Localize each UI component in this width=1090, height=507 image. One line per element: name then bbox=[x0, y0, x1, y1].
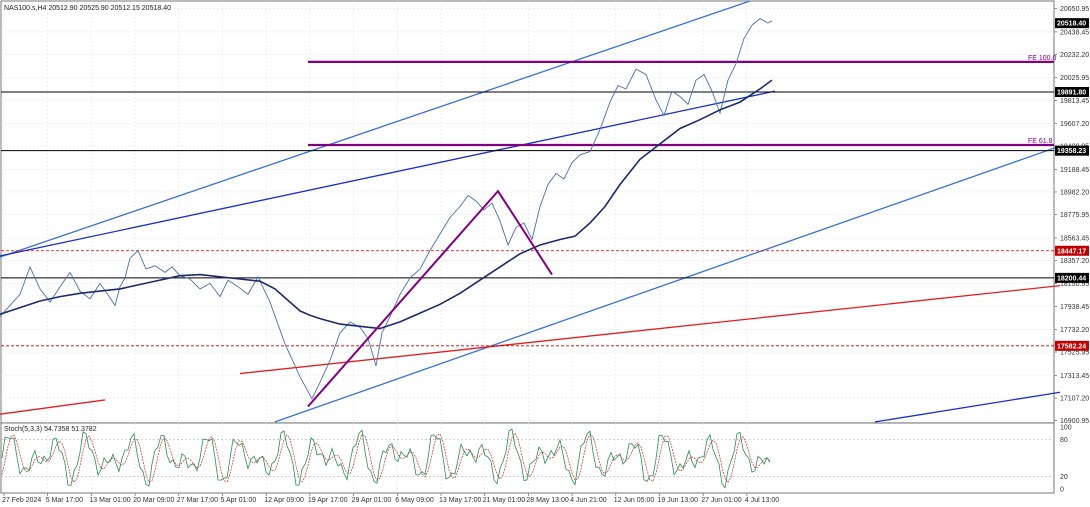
trend-line bbox=[0, 0, 751, 258]
stochastic-signal-line bbox=[1, 432, 771, 484]
oscillator-panel bbox=[0, 422, 1055, 494]
price-tick-label: 18357.20 bbox=[1060, 258, 1089, 265]
time-tick-label: 6 May 09:00 bbox=[395, 497, 434, 504]
price-tick-label: 17525.95 bbox=[1060, 350, 1089, 357]
price-tick-label: 20232.20 bbox=[1060, 52, 1089, 59]
price-axis: 20650.95 20438.45 20232.20 20025.95 19813.45… bbox=[1054, 6, 1089, 425]
oscillator-grid bbox=[1, 439, 1054, 477]
time-tick-label: 21 May 01:00 bbox=[483, 497, 526, 504]
stochastic-main-line bbox=[1, 428, 771, 489]
price-tick-label: 18563.45 bbox=[1060, 235, 1089, 242]
level-box bbox=[1055, 272, 1089, 283]
price-tick-label: 17938.45 bbox=[1060, 304, 1089, 311]
price-tick-label: 19607.20 bbox=[1060, 121, 1089, 128]
fib-level-label: FE 61.8 bbox=[1028, 138, 1053, 145]
time-tick-label: 5 Apr 01:00 bbox=[221, 497, 257, 504]
time-tick-label: 12 Jun 05:00 bbox=[614, 497, 655, 504]
time-tick-label: 28 May 13:00 bbox=[526, 497, 569, 504]
moving-average-line bbox=[0, 79, 773, 330]
trend-line bbox=[274, 145, 1061, 423]
time-tick-label: 5 Mar 17:00 bbox=[46, 497, 83, 504]
time-tick-label: 4 Jul 13:00 bbox=[745, 497, 779, 504]
oscillator-tick-label: 100 bbox=[1060, 425, 1072, 432]
price-tick-label: 17313.45 bbox=[1060, 373, 1089, 380]
alert-level-box bbox=[1055, 245, 1089, 256]
fib-level-label: FE 100.0 bbox=[1028, 55, 1057, 62]
oscillator-tick-label: 0 bbox=[1060, 487, 1064, 494]
level-box bbox=[1055, 145, 1089, 156]
price-tick-label: 20438.45 bbox=[1060, 29, 1089, 36]
trend-line bbox=[0, 399, 106, 415]
time-tick-label: 27 Jun 01:00 bbox=[701, 497, 742, 504]
chart-title: NAS100.s,H4 20512.90 20525.90 20512.15 2… bbox=[4, 5, 171, 12]
time-tick-label: 27 Feb 2024 bbox=[2, 497, 41, 504]
price-tick-label: 19813.45 bbox=[1060, 98, 1089, 105]
price-tick-label: 18982.20 bbox=[1060, 189, 1089, 196]
alert-level-label: 18447.17 bbox=[1057, 248, 1086, 255]
alert-level-label: 17582.24 bbox=[1057, 343, 1086, 350]
time-tick-label: 29 Apr 01:00 bbox=[352, 497, 392, 504]
price-tick-label: 16900.95 bbox=[1060, 418, 1089, 425]
oscillator-axis: 100 80 20 0 bbox=[1060, 425, 1072, 494]
price-labels: 19891.80 19358.23 18200.44 18447.17 17582.24… bbox=[1055, 18, 1089, 351]
price-line bbox=[0, 18, 773, 400]
price-tick-label: 18775.95 bbox=[1060, 212, 1089, 219]
fibonacci-levels: FE 100.0 FE 61.8 bbox=[308, 55, 1057, 147]
trend-line bbox=[874, 391, 1061, 423]
level-label: 18200.44 bbox=[1057, 275, 1086, 282]
trend-lines bbox=[0, 0, 1061, 423]
price-tick-label: 20650.95 bbox=[1060, 6, 1089, 13]
level-label: 19358.23 bbox=[1057, 148, 1086, 155]
price-tick-label: 19188.45 bbox=[1060, 167, 1089, 174]
time-tick-label: 19 Jun 13:00 bbox=[658, 497, 699, 504]
alert-level-box bbox=[1055, 340, 1089, 351]
price-tick-label: 20025.95 bbox=[1060, 75, 1089, 82]
time-tick-label: 20 Mar 09:00 bbox=[133, 497, 174, 504]
price-series bbox=[0, 18, 773, 400]
current-price-box bbox=[1055, 18, 1089, 29]
main-panel bbox=[0, 0, 1055, 424]
time-axis: 27 Feb 2024 5 Mar 17:00 13 Mar 01:00 20 Mar… bbox=[2, 493, 779, 504]
price-tick-label: 18150.95 bbox=[1060, 281, 1089, 288]
trend-line bbox=[239, 284, 1061, 375]
time-tick-label: 13 May 17:00 bbox=[439, 497, 482, 504]
trend-line bbox=[0, 90, 776, 257]
level-box bbox=[1055, 87, 1089, 98]
zigzag bbox=[307, 189, 553, 408]
time-tick-label: 19 Apr 17:00 bbox=[308, 497, 348, 504]
price-tick-label: 17107.20 bbox=[1060, 396, 1089, 403]
stochastic-lines bbox=[1, 428, 771, 489]
time-tick-label: 27 Mar 17:00 bbox=[177, 497, 218, 504]
price-tick-label: 17732.20 bbox=[1060, 327, 1089, 334]
oscillator-tick-label: 20 bbox=[1060, 474, 1068, 481]
oscillator-tick-label: 80 bbox=[1060, 437, 1068, 444]
oscillator-title: Stoch(5,3,3) 54.7358 51.3782 bbox=[4, 426, 97, 433]
time-tick-label: 12 Apr 09:00 bbox=[264, 497, 304, 504]
time-tick-label: 4 Jun 21:00 bbox=[570, 497, 607, 504]
time-tick-label: 13 Mar 01:00 bbox=[89, 497, 130, 504]
current-price-label: 20518.40 bbox=[1057, 21, 1086, 28]
zigzag-line bbox=[307, 189, 553, 408]
level-label: 19891.80 bbox=[1057, 90, 1086, 97]
